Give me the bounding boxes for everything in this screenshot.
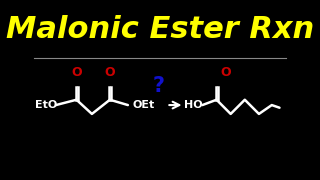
Text: Malonic Ester Rxn: Malonic Ester Rxn — [6, 15, 314, 44]
Text: OEt: OEt — [132, 100, 155, 110]
Text: O: O — [220, 66, 231, 79]
Text: EtO: EtO — [35, 100, 57, 110]
Text: O: O — [105, 66, 115, 79]
Text: O: O — [71, 66, 82, 79]
Text: HO: HO — [184, 100, 202, 110]
Text: ?: ? — [153, 76, 165, 96]
